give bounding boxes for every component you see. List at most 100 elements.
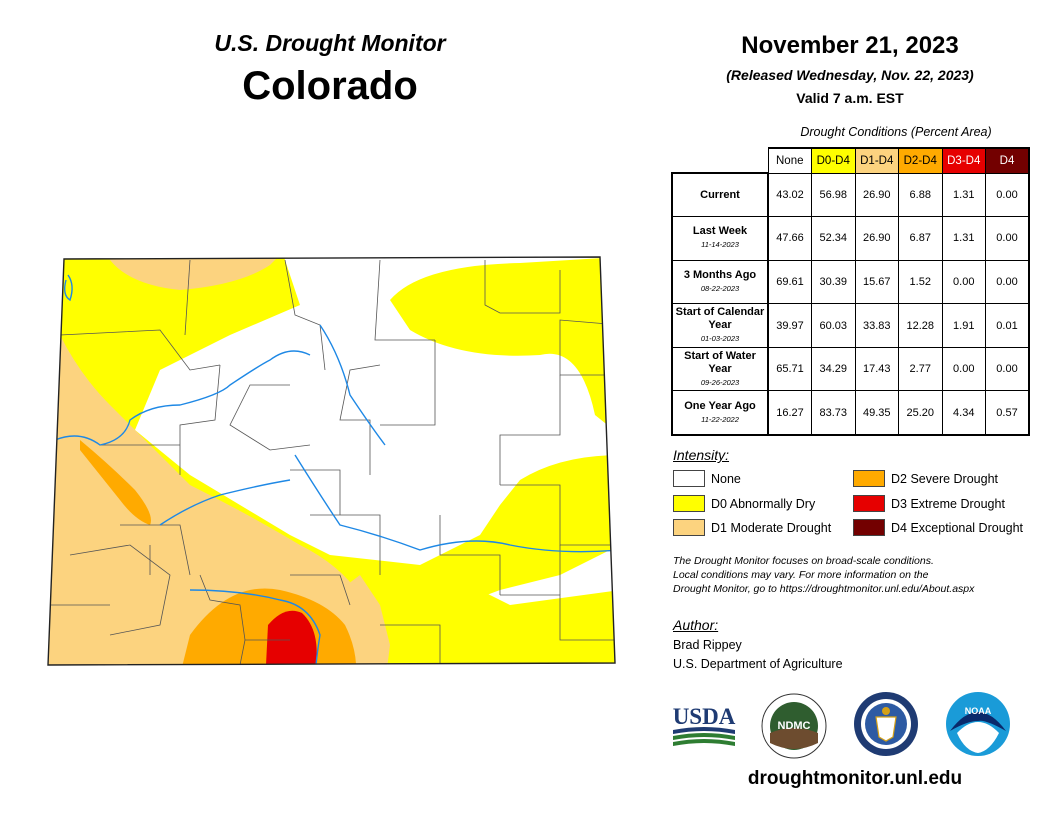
noaa-logo[interactable]: NOAA xyxy=(945,691,1011,757)
column-header-d2: D2-D4 xyxy=(898,147,943,174)
d2-area-west xyxy=(80,440,151,525)
table-cell: 0.57 xyxy=(985,390,1030,436)
table-cell: 15.67 xyxy=(854,259,899,305)
row-label: Start of Water Year 09-26-2023 xyxy=(671,346,769,392)
legend-item: D4 Exceptional Drought xyxy=(853,519,1023,536)
row-label: One Year Ago 11-22-2022 xyxy=(671,390,769,436)
commerce-seal-logo[interactable] xyxy=(853,691,919,757)
table-cell: 17.43 xyxy=(854,346,899,392)
author-name: Brad Rippey xyxy=(673,638,742,652)
river-northwest xyxy=(63,274,73,302)
table-cell: 1.31 xyxy=(941,216,986,261)
table-cell: 30.39 xyxy=(811,259,856,305)
legend-item: D1 Moderate Drought xyxy=(673,519,831,536)
d0-area-southeast xyxy=(330,555,615,665)
table-cell: 25.20 xyxy=(898,390,943,436)
legend-swatch-d4 xyxy=(853,519,885,536)
disclaimer-note: The Drought Monitor focuses on broad-sca… xyxy=(673,554,1043,596)
column-header-d4: D4 xyxy=(985,147,1030,174)
row-label-text: Start of Water Year xyxy=(684,349,756,375)
legend-title: Intensity: xyxy=(673,447,730,463)
author-org: U.S. Department of Agriculture xyxy=(673,657,843,671)
row-label: Start of Calendar Year 01-03-2023 xyxy=(671,303,769,348)
legend-label: None xyxy=(711,471,741,486)
legend-label: D2 Severe Drought xyxy=(891,471,999,486)
d3-area-south xyxy=(265,610,317,665)
table-cell: 0.00 xyxy=(985,346,1030,392)
row-date: 08-22-2023 xyxy=(700,283,740,293)
legend-item: None xyxy=(673,470,741,487)
row-label-text: Last Week xyxy=(692,225,748,238)
column-header-d0: D0-D4 xyxy=(811,147,856,174)
table-cell: 2.77 xyxy=(898,346,943,392)
table-cell: 1.91 xyxy=(941,303,986,348)
table-cell: 12.28 xyxy=(898,303,943,348)
release-date: (Released Wednesday, Nov. 22, 2023) xyxy=(726,67,974,83)
column-header-d3: D3-D4 xyxy=(941,147,986,174)
table-cell: 26.90 xyxy=(854,172,899,218)
river-gunnison xyxy=(159,479,291,526)
d0-area-northeast xyxy=(390,257,615,435)
author-title: Author: xyxy=(673,617,719,633)
legend-label: D0 Abnormally Dry xyxy=(711,496,816,511)
table-cell: 0.01 xyxy=(985,303,1030,348)
map-date: November 21, 2023 xyxy=(741,32,959,59)
state-border xyxy=(47,256,616,666)
table-cell: 56.98 xyxy=(811,172,856,218)
legend-item: D0 Abnormally Dry xyxy=(673,495,815,512)
legend-swatch-none xyxy=(673,470,705,487)
table-cell: 6.87 xyxy=(898,216,943,261)
legend-swatch-d1 xyxy=(673,519,705,536)
ndmc-logo-text: NDMC xyxy=(778,720,811,732)
river-south-platte xyxy=(319,324,386,446)
table-cell: 60.03 xyxy=(811,303,856,348)
table-cell: 0.00 xyxy=(941,259,986,305)
row-date: 09-26-2023 xyxy=(700,377,740,387)
row-label-text: 3 Months Ago xyxy=(683,268,757,281)
column-header-none: None xyxy=(767,147,812,174)
row-date: 11-14-2023 xyxy=(701,240,739,250)
usda-logo[interactable]: USDA xyxy=(671,700,737,748)
river-arkansas xyxy=(294,454,615,553)
note-line: Drought Monitor, go to https://droughtmo… xyxy=(673,583,975,595)
table-cell: 0.00 xyxy=(985,259,1030,305)
monitor-title: U.S. Drought Monitor xyxy=(214,30,446,56)
table-cell: 39.97 xyxy=(767,303,812,348)
table-cell: 33.83 xyxy=(854,303,899,348)
table-cell: 4.34 xyxy=(941,390,986,436)
noaa-logo-text: NOAA xyxy=(965,706,992,716)
table-cell: 1.52 xyxy=(898,259,943,305)
table-row: Start of Calendar Year 01-03-2023 39.97 … xyxy=(671,303,1030,348)
table-cell: 26.90 xyxy=(854,216,899,261)
ndmc-logo[interactable]: NDMC xyxy=(761,693,827,759)
site-url[interactable]: droughtmonitor.unl.edu xyxy=(747,768,963,789)
table-row: Last Week 11-14-2023 47.66 52.34 26.90 6… xyxy=(671,216,1030,261)
legend-label: D1 Moderate Drought xyxy=(711,520,832,535)
table-cell: 0.00 xyxy=(985,172,1030,218)
table-corner xyxy=(672,148,769,174)
river-rio-grande xyxy=(189,589,321,665)
table-row: 3 Months Ago 08-22-2023 69.61 30.39 15.6… xyxy=(671,259,1030,305)
table-cell: 0.00 xyxy=(941,346,986,392)
table-cell: 0.00 xyxy=(985,216,1030,261)
legend-item: D2 Severe Drought xyxy=(853,470,998,487)
drought-map xyxy=(47,256,616,666)
table-cell: 43.02 xyxy=(767,172,812,218)
d0-area-east xyxy=(370,455,615,605)
table-cell: 49.35 xyxy=(854,390,899,436)
legend-item: D3 Extreme Drought xyxy=(853,495,1005,512)
table-cell: 16.27 xyxy=(767,390,812,436)
legend-label: D3 Extreme Drought xyxy=(891,496,1005,511)
note-line: The Drought Monitor focuses on broad-sca… xyxy=(673,555,934,567)
table-cell: 83.73 xyxy=(811,390,856,436)
table-cell: 1.31 xyxy=(941,172,986,218)
table-cell: 47.66 xyxy=(767,216,812,261)
state-title: Colorado xyxy=(242,64,418,108)
row-date: 01-03-2023 xyxy=(700,334,740,344)
legend-swatch-d2 xyxy=(853,470,885,487)
valid-time: Valid 7 a.m. EST xyxy=(796,90,904,106)
table-row: One Year Ago 11-22-2022 16.27 83.73 49.3… xyxy=(671,390,1030,436)
table-cell: 34.29 xyxy=(811,346,856,392)
row-label-text: Current xyxy=(700,188,740,201)
row-label: Current xyxy=(671,172,769,218)
